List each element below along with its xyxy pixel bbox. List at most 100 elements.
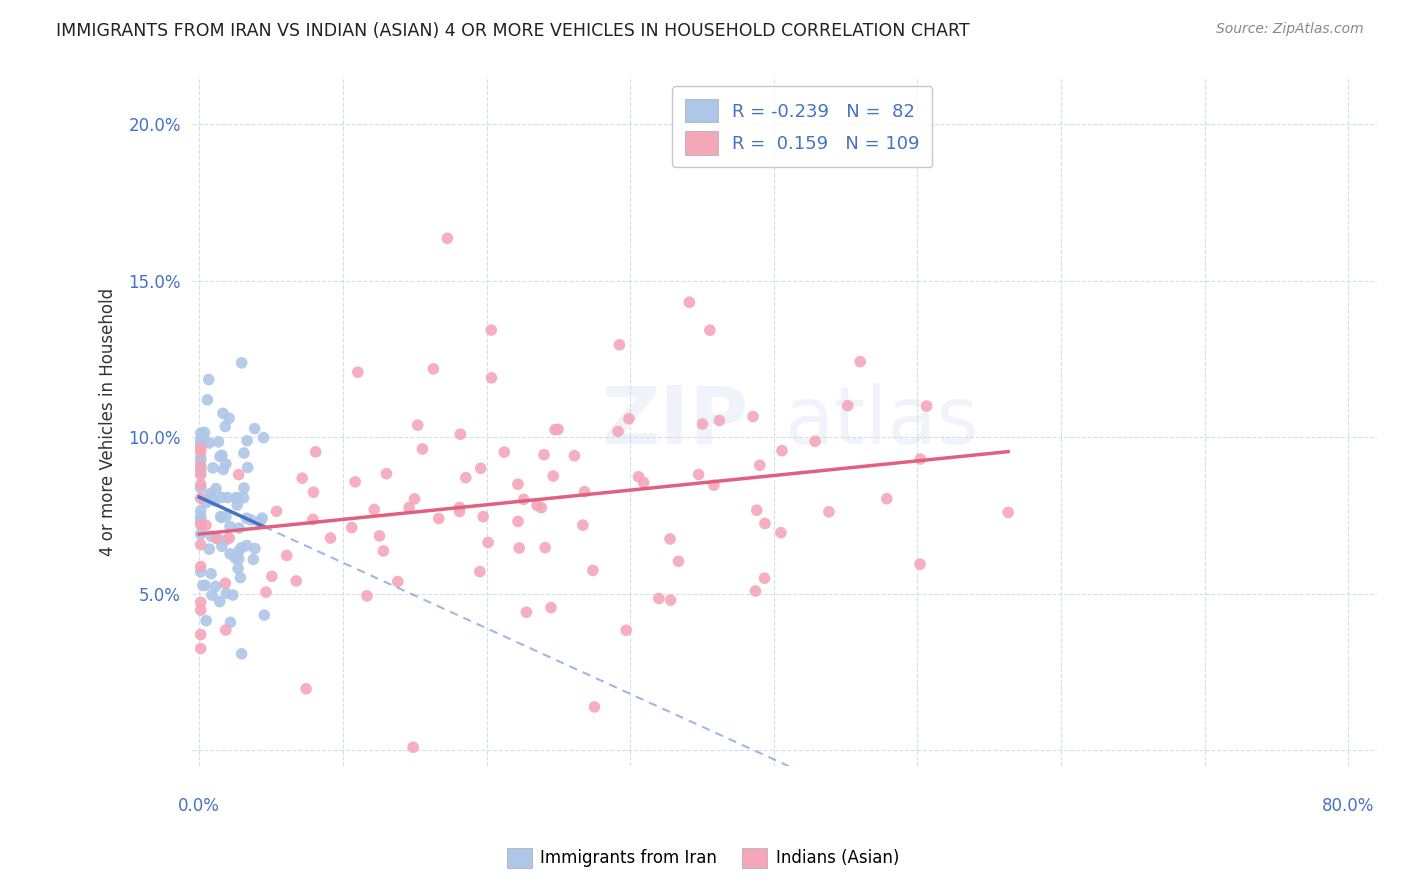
Point: [406, 418, 429, 433]
Point: [295, 681, 318, 696]
Point: [231, 541, 253, 555]
Point: [319, 531, 342, 545]
Point: [190, 491, 212, 506]
Point: [837, 399, 859, 413]
Point: [614, 624, 637, 638]
Point: [908, 558, 931, 572]
Point: [193, 425, 215, 440]
Point: [215, 533, 238, 547]
Point: [200, 486, 222, 500]
Point: [190, 565, 212, 579]
Point: [191, 578, 214, 592]
Point: [477, 535, 499, 549]
Point: [253, 608, 276, 623]
Point: [190, 517, 212, 532]
Point: [204, 493, 226, 508]
Point: [804, 434, 827, 449]
Point: [252, 431, 274, 445]
Point: [470, 461, 492, 475]
Point: [222, 588, 245, 602]
Point: [228, 552, 250, 566]
Point: [910, 452, 932, 467]
Point: [544, 423, 567, 437]
Point: [235, 511, 257, 525]
Point: [302, 512, 325, 526]
Point: [703, 478, 725, 492]
Point: [194, 578, 217, 592]
Point: [235, 539, 257, 553]
Point: [204, 579, 226, 593]
Point: [195, 614, 218, 628]
Point: [200, 529, 222, 543]
Point: [404, 491, 426, 506]
Point: [217, 491, 239, 505]
Point: [233, 481, 256, 495]
Point: [190, 481, 212, 495]
Point: [692, 417, 714, 431]
Point: [190, 595, 212, 609]
Point: [212, 406, 235, 420]
Point: [250, 511, 273, 525]
Point: [607, 425, 630, 439]
Point: [506, 515, 529, 529]
Point: [512, 492, 534, 507]
Point: [346, 365, 368, 379]
Point: [668, 554, 690, 568]
Point: [190, 559, 212, 574]
Point: [200, 566, 222, 581]
Point: [344, 475, 367, 489]
Point: [368, 529, 391, 543]
Text: Source: ZipAtlas.com: Source: ZipAtlas.com: [1216, 22, 1364, 37]
Point: [744, 584, 766, 599]
Point: [479, 323, 502, 337]
Point: [526, 499, 548, 513]
Point: [402, 740, 425, 755]
Point: [659, 532, 682, 546]
Point: [363, 502, 385, 516]
Point: [190, 511, 212, 525]
Point: [748, 458, 770, 473]
Point: [225, 491, 247, 505]
Point: [226, 498, 249, 512]
Point: [190, 538, 212, 552]
Point: [219, 615, 242, 630]
Point: [190, 453, 212, 467]
Point: [190, 426, 212, 441]
Text: atlas: atlas: [785, 383, 979, 461]
Point: [633, 475, 655, 490]
Point: [219, 519, 242, 533]
Point: [533, 448, 555, 462]
Point: [226, 545, 249, 559]
Text: ZIP: ZIP: [602, 383, 749, 461]
Point: [197, 392, 219, 407]
Point: [209, 509, 232, 524]
Point: [472, 509, 495, 524]
Point: [194, 496, 217, 510]
Point: [449, 500, 471, 515]
Point: [190, 437, 212, 451]
Point: [530, 500, 553, 515]
Point: [915, 399, 938, 413]
Point: [302, 485, 325, 500]
Point: [212, 462, 235, 476]
Point: [422, 362, 444, 376]
Point: [190, 509, 212, 524]
Point: [232, 491, 254, 505]
Point: [540, 600, 562, 615]
Point: [226, 561, 249, 575]
Point: [197, 372, 219, 386]
Point: [214, 419, 236, 434]
Point: [709, 413, 731, 427]
Point: [236, 434, 259, 448]
Text: 80.0%: 80.0%: [1322, 797, 1375, 814]
Point: [208, 594, 231, 608]
Point: [285, 574, 308, 588]
Point: [226, 491, 249, 505]
Point: [818, 505, 841, 519]
Point: [449, 427, 471, 442]
Point: [198, 542, 221, 557]
Point: [266, 504, 288, 518]
Point: [190, 444, 212, 458]
Point: [494, 445, 516, 459]
Point: [190, 627, 212, 641]
